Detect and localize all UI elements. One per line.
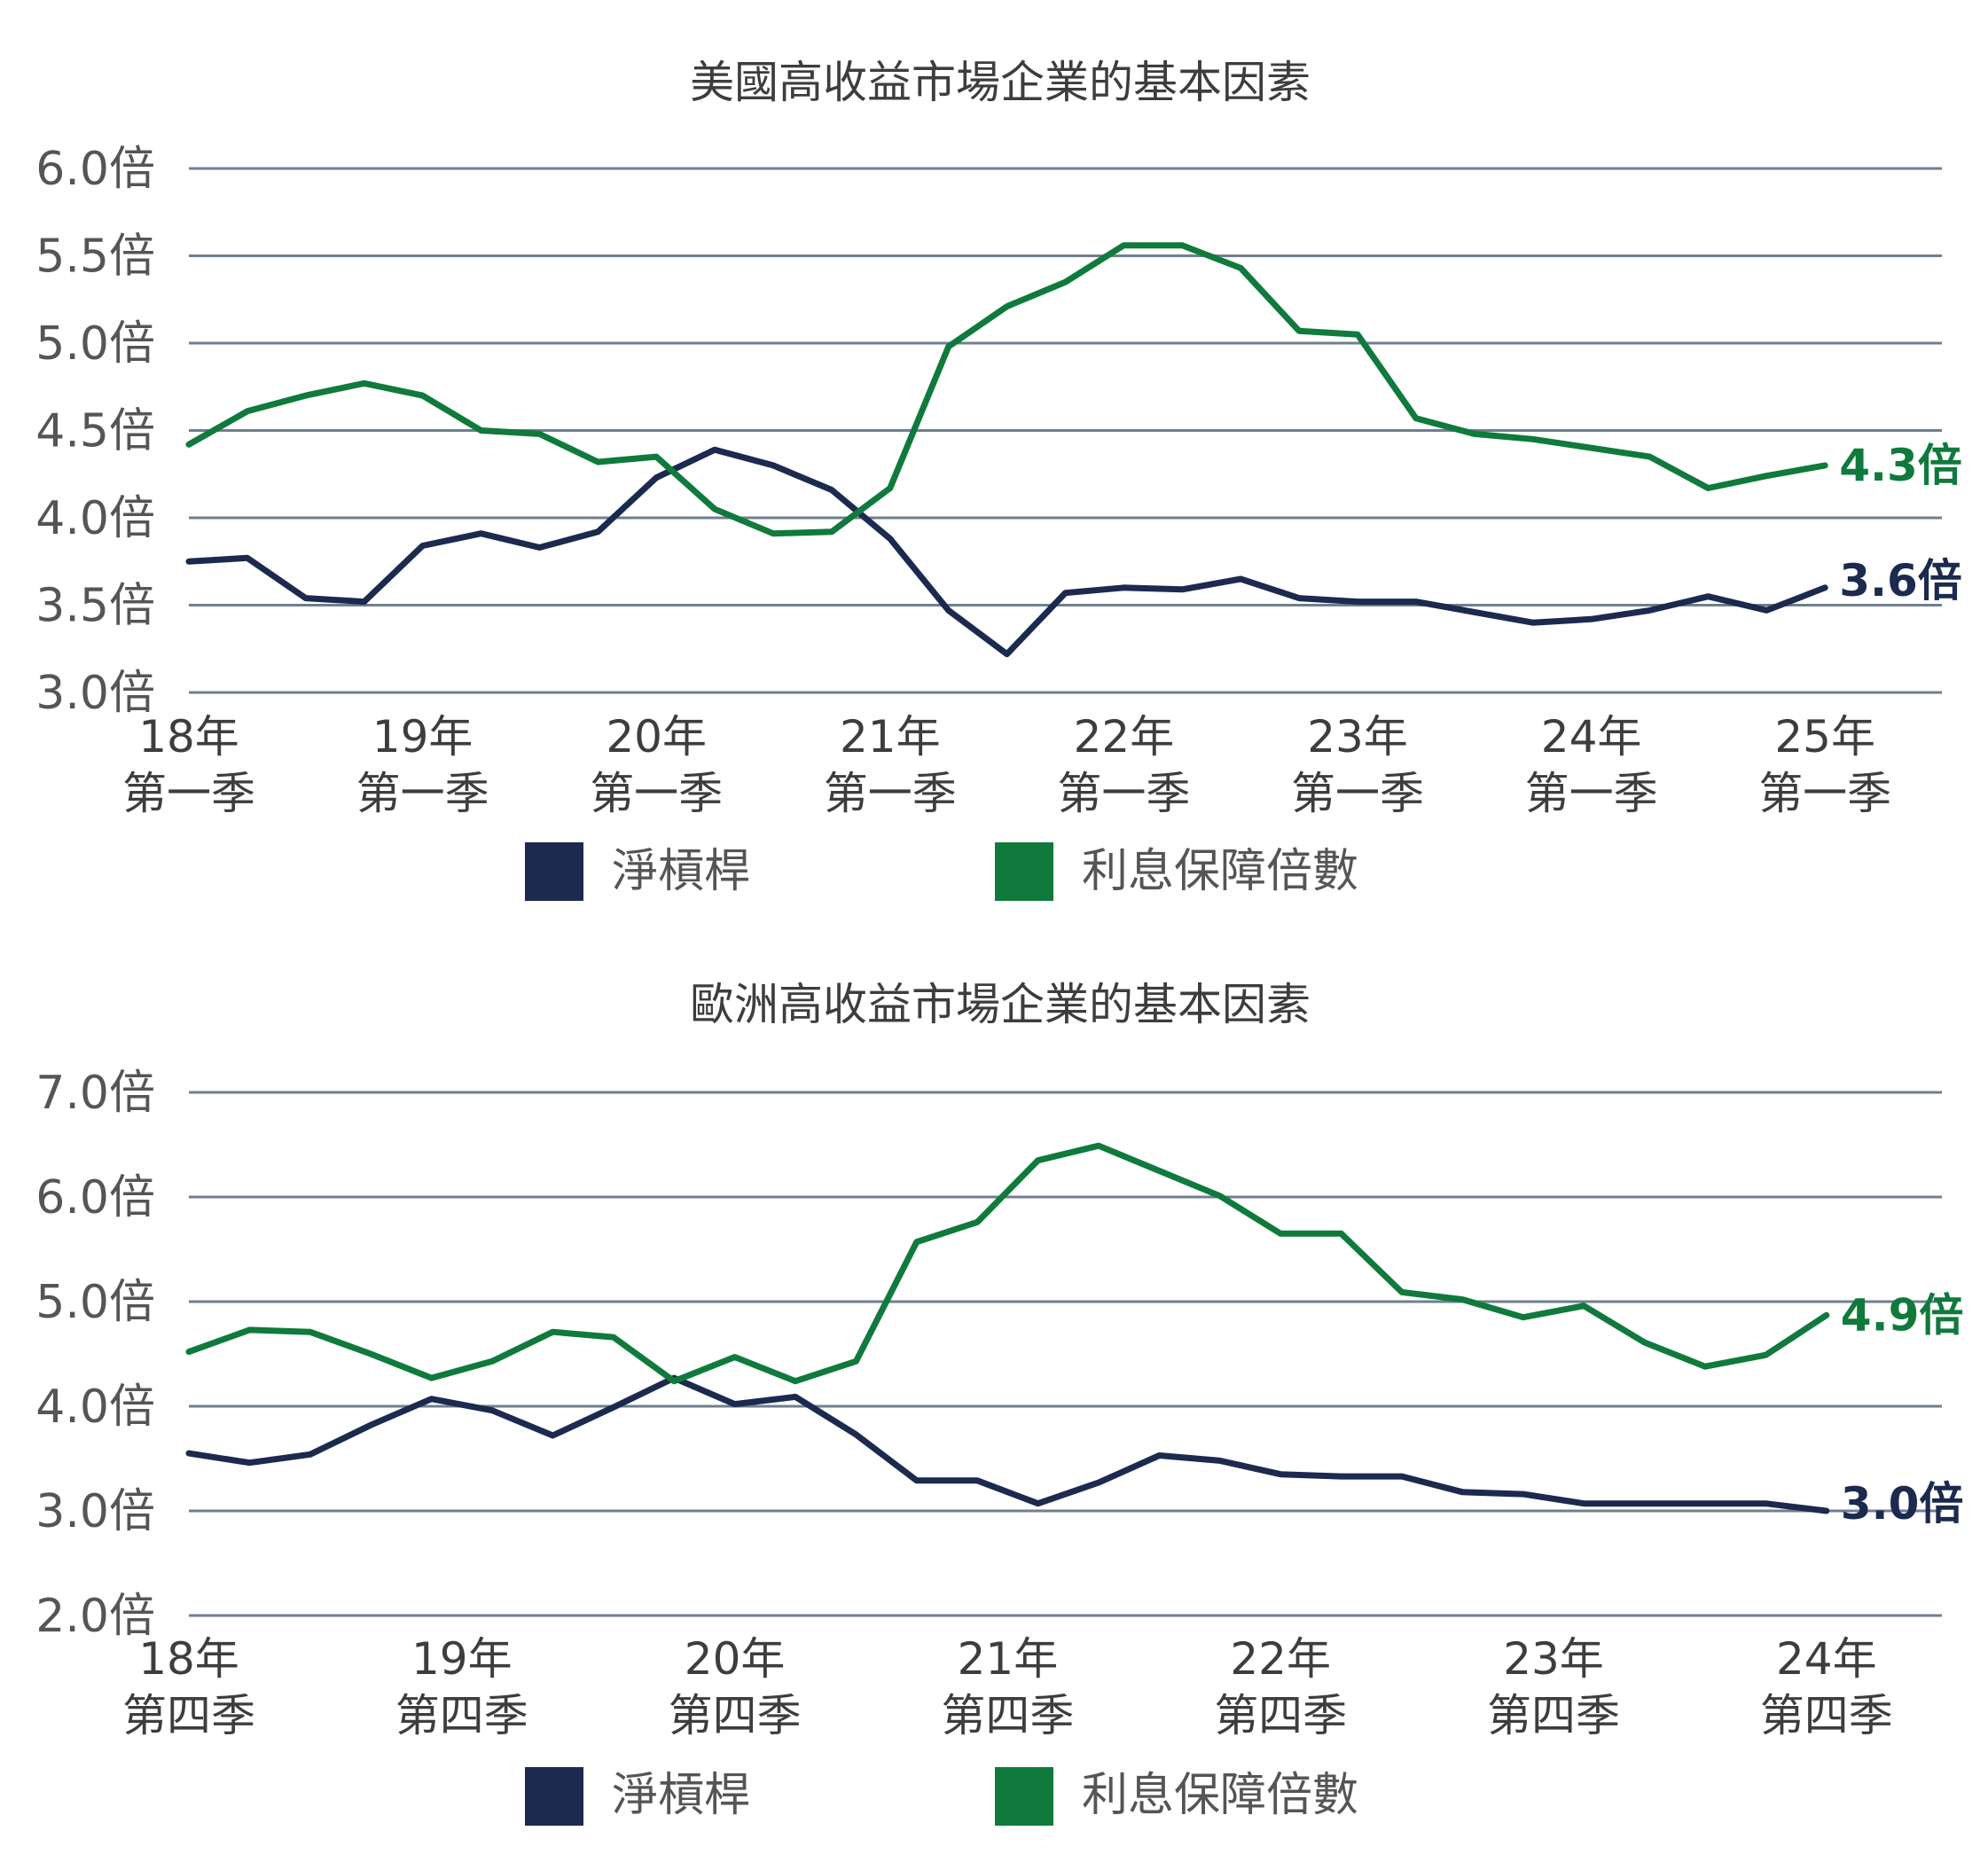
end-value-label: 3.6倍 bbox=[1839, 555, 1962, 606]
x-tick-label-quarter: 第四季 bbox=[669, 1690, 802, 1741]
legend-label-interest-coverage: 利息保障倍數 bbox=[1082, 1769, 1358, 1822]
legend-swatch-net-leverage bbox=[525, 842, 583, 901]
x-tick-label-quarter: 第四季 bbox=[1214, 1690, 1347, 1741]
x-tick-label-year: 20年 bbox=[685, 1633, 786, 1685]
x-tick-label-quarter: 第一季 bbox=[1525, 768, 1658, 819]
europe-chart: 歐洲高收益市場企業的基本因素 2.0倍3.0倍4.0倍5.0倍6.0倍7.0倍 … bbox=[35, 979, 1963, 1826]
y-tick-label: 4.0倍 bbox=[35, 492, 155, 545]
x-tick-label-quarter: 第四季 bbox=[941, 1690, 1074, 1741]
x-tick-label-quarter: 第一季 bbox=[1291, 768, 1424, 819]
x-tick-label-quarter: 第一季 bbox=[1057, 768, 1190, 819]
x-tick-label-year: 21年 bbox=[840, 711, 941, 763]
x-tick-label-year: 22年 bbox=[1074, 711, 1175, 763]
x-tick-label-quarter: 第一季 bbox=[590, 768, 723, 819]
series-line-interest-coverage bbox=[185, 1142, 1830, 1385]
legend-label-interest-coverage: 利息保障倍數 bbox=[1082, 845, 1358, 898]
legend-swatch-net-leverage bbox=[525, 1767, 583, 1826]
x-tick-label-quarter: 第四季 bbox=[395, 1690, 528, 1741]
y-tick-label: 5.5倍 bbox=[35, 231, 155, 284]
x-tick-label-quarter: 第一季 bbox=[1758, 768, 1891, 819]
x-tick-label-quarter: 第四季 bbox=[1487, 1690, 1620, 1741]
y-tick-label: 7.0倍 bbox=[35, 1067, 155, 1120]
y-tick-label: 4.0倍 bbox=[35, 1381, 155, 1434]
x-tick-label-year: 19年 bbox=[372, 711, 474, 763]
chart-title: 美國高收益市場企業的基本因素 bbox=[690, 57, 1311, 108]
x-tick-label-quarter: 第四季 bbox=[1760, 1690, 1893, 1741]
legend-label-net-leverage: 淨槓桿 bbox=[612, 1769, 750, 1822]
end-value-label: 3.0倍 bbox=[1841, 1478, 1964, 1530]
chart-title: 歐洲高收益市場企業的基本因素 bbox=[690, 979, 1311, 1030]
legend-swatch-interest-coverage bbox=[995, 842, 1053, 901]
series-line-interest-coverage bbox=[185, 242, 1828, 537]
y-tick-label: 5.0倍 bbox=[35, 317, 155, 371]
series-line-net-leverage bbox=[185, 1374, 1830, 1514]
x-tick-label-year: 20年 bbox=[606, 711, 707, 763]
x-tick-label-quarter: 第一季 bbox=[824, 768, 957, 819]
us-chart: 美國高收益市場企業的基本因素 3.0倍 3.5倍 4.0倍 4.5倍 5.0倍 5.5倍 6… bbox=[35, 57, 1962, 901]
y-tick-label: 6.0倍 bbox=[35, 1171, 155, 1224]
x-tick-label-year: 18年 bbox=[138, 711, 239, 763]
y-tick-label: 4.5倍 bbox=[35, 405, 155, 458]
y-tick-label: 3.5倍 bbox=[35, 580, 155, 633]
x-tick-label-quarter: 第一季 bbox=[122, 768, 255, 819]
x-tick-label-year: 24年 bbox=[1776, 1633, 1877, 1685]
end-value-label: 4.3倍 bbox=[1839, 440, 1962, 491]
x-tick-label-year: 21年 bbox=[958, 1633, 1059, 1685]
y-tick-label: 3.0倍 bbox=[35, 1485, 155, 1538]
y-tick-label: 3.0倍 bbox=[35, 667, 155, 720]
legend-swatch-interest-coverage bbox=[995, 1767, 1053, 1826]
x-tick-label-year: 25年 bbox=[1774, 711, 1875, 763]
x-tick-label-quarter: 第一季 bbox=[356, 768, 489, 819]
legend-label-net-leverage: 淨槓桿 bbox=[612, 845, 750, 898]
y-tick-label: 6.0倍 bbox=[35, 143, 155, 196]
series-line-net-leverage bbox=[185, 446, 1828, 658]
x-tick-label-quarter: 第四季 bbox=[122, 1690, 255, 1741]
x-tick-label-year: 24年 bbox=[1541, 711, 1642, 763]
x-tick-label-year: 18年 bbox=[138, 1633, 239, 1685]
legend: 淨槓桿 利息保障倍數 bbox=[525, 842, 1358, 901]
x-tick-label-year: 23年 bbox=[1503, 1633, 1604, 1685]
y-tick-label: 2.0倍 bbox=[35, 1590, 155, 1643]
legend: 淨槓桿 利息保障倍數 bbox=[525, 1767, 1358, 1826]
x-tick-label-year: 23年 bbox=[1307, 711, 1408, 763]
end-value-label: 4.9倍 bbox=[1841, 1289, 1964, 1341]
y-tick-label: 5.0倍 bbox=[35, 1276, 155, 1329]
x-tick-label-year: 22年 bbox=[1230, 1633, 1331, 1685]
x-tick-label-year: 19年 bbox=[411, 1633, 513, 1685]
